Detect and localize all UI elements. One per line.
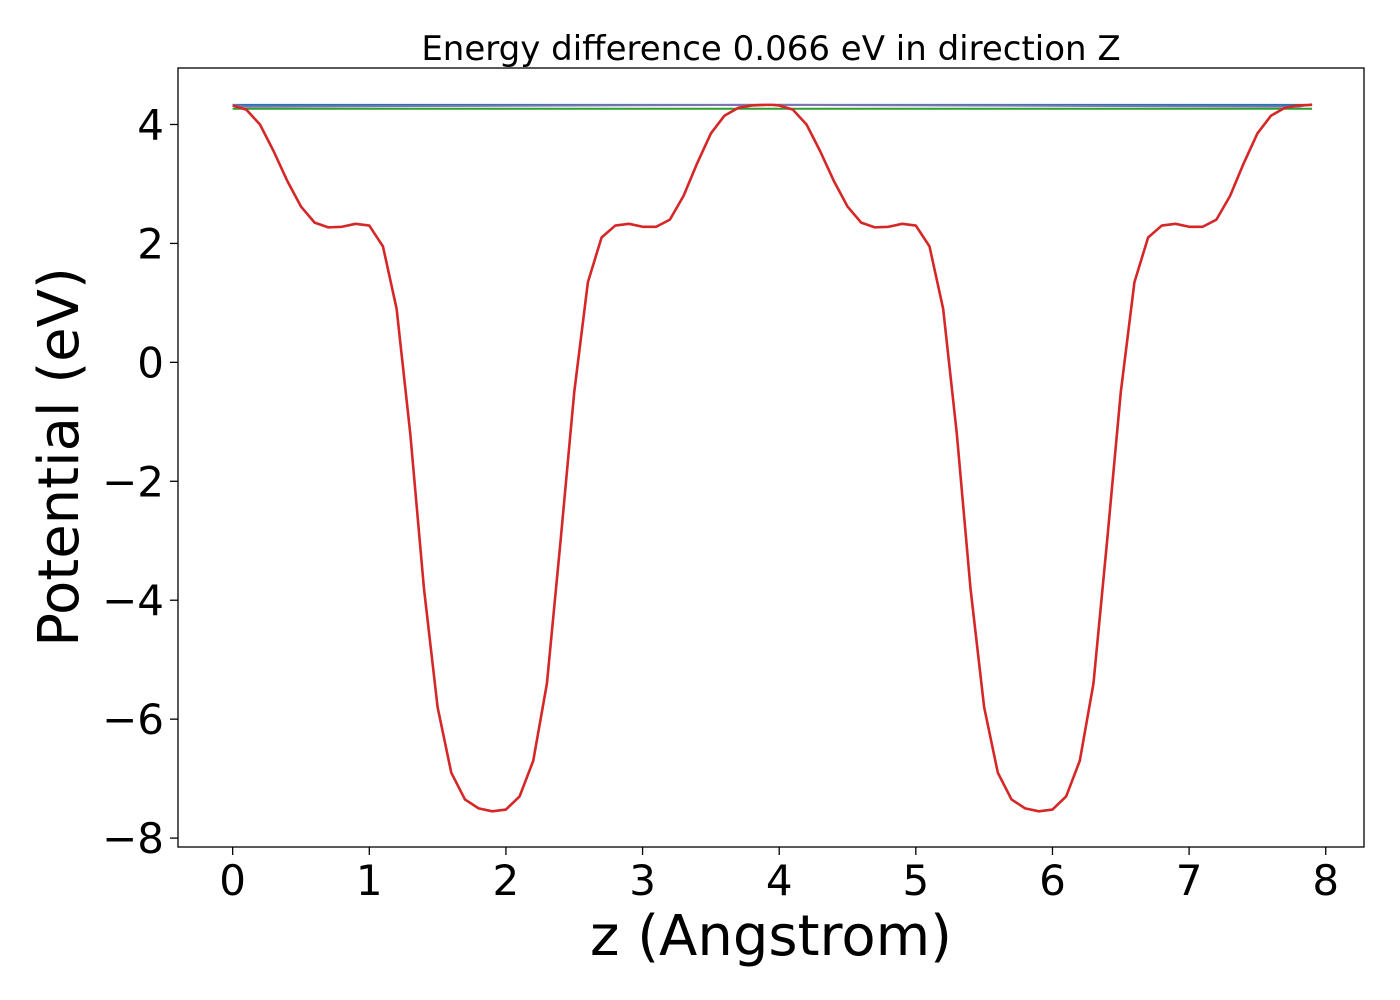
x-axis: 0 1 2 3 4 5 6 7 8 (219, 847, 1339, 905)
y-axis: −8 −6 −4 −2 0 2 4 (102, 100, 178, 863)
y-tick-label: 4 (137, 100, 164, 149)
y-tick-label: 2 (137, 219, 164, 268)
y-tick-label: 0 (137, 338, 164, 387)
x-tick-label: 2 (493, 856, 520, 905)
x-tick-label: 0 (219, 856, 246, 905)
y-tick-label: −8 (102, 814, 164, 863)
plot-frame (177, 67, 1365, 848)
x-tick-label: 8 (1312, 856, 1339, 905)
x-tick-label: 5 (902, 856, 929, 905)
series-line-0 (232, 103, 1313, 813)
x-tick-label: 3 (629, 856, 656, 905)
x-tick-label: 4 (766, 856, 793, 905)
x-tick-label: 1 (356, 856, 383, 905)
y-tick-label: −4 (102, 576, 164, 625)
x-axis-label: z (Angstrom) (590, 904, 952, 969)
chart-title: Energy difference 0.066 eV in direction … (421, 29, 1120, 69)
y-axis-label: Potential (eV) (27, 267, 92, 647)
x-tick-label: 6 (1039, 856, 1066, 905)
x-tick-label: 7 (1176, 856, 1203, 905)
y-tick-label: −2 (102, 457, 164, 506)
y-tick-label: −6 (102, 695, 164, 744)
